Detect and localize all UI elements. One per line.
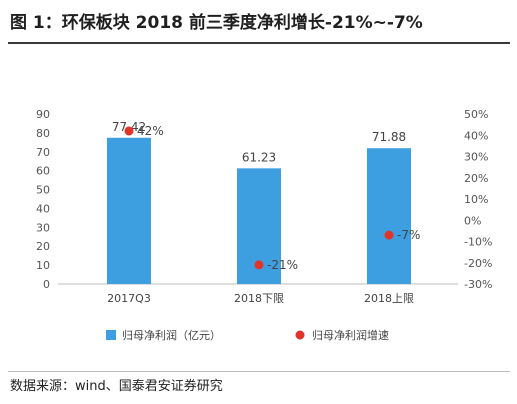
title-rule (8, 42, 510, 44)
y-right-tick-label: 40% (464, 129, 488, 142)
y-right-tick-label: 30% (464, 151, 488, 164)
growth-value-label: -7% (397, 228, 420, 242)
y-left-tick-label: 40 (36, 202, 50, 215)
source-rule (8, 371, 510, 372)
y-right-tick-label: 0% (464, 214, 481, 227)
legend-bar-swatch (106, 330, 116, 340)
growth-value-label: -21% (267, 258, 298, 272)
y-left-tick-label: 0 (43, 278, 50, 291)
y-right-tick-label: 20% (464, 172, 488, 185)
y-right-tick-label: -10% (464, 236, 492, 249)
y-right-tick-label: 10% (464, 193, 488, 206)
bar-value-label: 71.88 (372, 130, 406, 144)
y-right-tick-label: 50% (464, 108, 488, 121)
growth-point (384, 230, 394, 240)
y-left-tick-label: 20 (36, 240, 50, 253)
growth-value-label: 42% (137, 124, 164, 138)
y-left-tick-label: 50 (36, 184, 50, 197)
x-tick-label: 2018上限 (364, 292, 414, 305)
y-left-tick-label: 60 (36, 165, 50, 178)
x-tick-label: 2018下限 (234, 292, 284, 305)
legend-bar-label: 归母净利润（亿元） (122, 328, 221, 342)
combo-chart: 0 10 20 30 40 50 60 70 80 90 -30% -20% -10% 0% 10% 20% 3… (36, 108, 492, 342)
legend-point-label: 归母净利润增速 (312, 328, 389, 342)
y-left-tick-label: 10 (36, 259, 50, 272)
data-source-note: 数据来源：wind、国泰君安证券研究 (10, 379, 223, 394)
bar (367, 148, 411, 284)
y-left-tick-label: 70 (36, 146, 50, 159)
chart-container: 0 10 20 30 40 50 60 70 80 90 -30% -20% -10% 0% 10% 20% 3… (14, 98, 502, 368)
growth-point (254, 260, 264, 270)
y-left-tick-label: 30 (36, 221, 50, 234)
bar (107, 137, 151, 284)
figure-title: 图 1：环保板块 2018 前三季度净利增长-21%~-7% (10, 13, 423, 33)
y-left-tick-label: 80 (36, 127, 50, 140)
y-right-tick-label: -30% (464, 278, 492, 291)
bar-value-label: 61.23 (242, 150, 276, 164)
y-left-tick-label: 90 (36, 108, 50, 121)
legend-point-swatch (295, 330, 305, 340)
growth-point (124, 126, 134, 136)
y-right-tick-label: -20% (464, 257, 492, 270)
x-tick-label: 2017Q3 (107, 292, 151, 305)
